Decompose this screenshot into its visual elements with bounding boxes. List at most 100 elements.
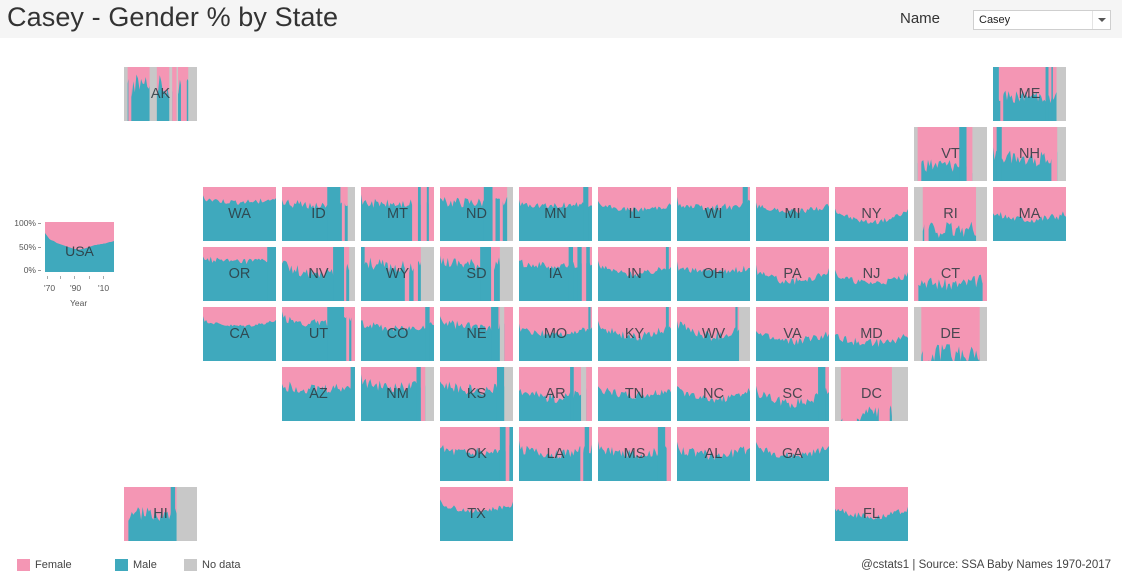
state-tile-il[interactable]: IL xyxy=(598,187,671,241)
state-area-chart xyxy=(835,487,908,541)
state-area-chart xyxy=(677,247,750,301)
state-tile-oh[interactable]: OH xyxy=(677,247,750,301)
state-area-chart xyxy=(756,247,829,301)
state-tile-mn[interactable]: MN xyxy=(519,187,592,241)
state-tile-nv[interactable]: NV xyxy=(282,247,355,301)
state-tile-ga[interactable]: GA xyxy=(756,427,829,481)
female-swatch xyxy=(17,559,30,571)
name-filter-label: Name xyxy=(900,10,941,27)
state-tile-wi[interactable]: WI xyxy=(677,187,750,241)
legend-label: No data xyxy=(202,559,241,571)
state-tile-ca[interactable]: CA xyxy=(203,307,276,361)
state-area-chart xyxy=(203,307,276,361)
state-tile-az[interactable]: AZ xyxy=(282,367,355,421)
state-area-chart xyxy=(835,307,908,361)
state-area-chart xyxy=(440,247,513,301)
state-tile-ma[interactable]: MA xyxy=(993,187,1066,241)
state-tile-ia[interactable]: IA xyxy=(519,247,592,301)
state-tile-or[interactable]: OR xyxy=(203,247,276,301)
x-tick-10: '10 xyxy=(98,283,110,293)
state-area-chart xyxy=(598,187,671,241)
state-area-chart xyxy=(835,367,908,421)
state-tile-sd[interactable]: SD xyxy=(440,247,513,301)
state-area-chart xyxy=(440,367,513,421)
state-tile-nc[interactable]: NC xyxy=(677,367,750,421)
state-tile-ri[interactable]: RI xyxy=(914,187,987,241)
state-area-chart xyxy=(361,247,434,301)
state-tile-dc[interactable]: DC xyxy=(835,367,908,421)
usa-area-chart xyxy=(45,222,114,272)
state-tile-tx[interactable]: TX xyxy=(440,487,513,541)
state-tile-ny[interactable]: NY xyxy=(835,187,908,241)
state-area-chart xyxy=(598,247,671,301)
x-axis-title: Year xyxy=(70,298,88,308)
state-tile-sc[interactable]: SC xyxy=(756,367,829,421)
state-tile-mo[interactable]: MO xyxy=(519,307,592,361)
legend-item-no-data[interactable]: No data xyxy=(184,559,241,571)
state-tile-ar[interactable]: AR xyxy=(519,367,592,421)
state-tile-nj[interactable]: NJ xyxy=(835,247,908,301)
state-area-chart xyxy=(282,367,355,421)
state-tile-ut[interactable]: UT xyxy=(282,307,355,361)
state-area-chart xyxy=(519,367,592,421)
state-area-chart xyxy=(914,187,987,241)
state-area-chart xyxy=(519,427,592,481)
state-tile-me[interactable]: ME xyxy=(993,67,1066,121)
state-tile-va[interactable]: VA xyxy=(756,307,829,361)
state-tile-vt[interactable]: VT xyxy=(914,127,987,181)
usa-reference-chart[interactable]: USA xyxy=(45,222,114,272)
state-area-chart xyxy=(756,427,829,481)
state-area-chart xyxy=(756,307,829,361)
state-area-chart xyxy=(519,187,592,241)
state-tile-md[interactable]: MD xyxy=(835,307,908,361)
state-area-chart xyxy=(361,307,434,361)
name-filter-value: Casey xyxy=(979,14,1011,26)
state-tile-ok[interactable]: OK xyxy=(440,427,513,481)
state-tile-ak[interactable]: AK xyxy=(124,67,197,121)
y-tick-0: 0% xyxy=(0,265,41,275)
state-tile-ct[interactable]: CT xyxy=(914,247,987,301)
state-area-chart xyxy=(677,307,750,361)
state-tile-nm[interactable]: NM xyxy=(361,367,434,421)
usa-label: USA xyxy=(65,243,94,259)
state-tile-wa[interactable]: WA xyxy=(203,187,276,241)
state-area-chart xyxy=(914,247,987,301)
chevron-down-icon[interactable] xyxy=(1092,11,1110,29)
legend-item-female[interactable]: Female xyxy=(17,559,72,571)
state-area-chart xyxy=(203,187,276,241)
state-tile-ne[interactable]: NE xyxy=(440,307,513,361)
state-tile-nd[interactable]: ND xyxy=(440,187,513,241)
state-tile-la[interactable]: LA xyxy=(519,427,592,481)
male-swatch xyxy=(115,559,128,571)
legend-item-male[interactable]: Male xyxy=(115,559,157,571)
state-tile-hi[interactable]: HI xyxy=(124,487,197,541)
state-tile-ms[interactable]: MS xyxy=(598,427,671,481)
page-title: Casey - Gender % by State xyxy=(7,2,339,32)
state-tile-wv[interactable]: WV xyxy=(677,307,750,361)
state-tile-pa[interactable]: PA xyxy=(756,247,829,301)
state-area-chart xyxy=(835,247,908,301)
state-tile-wy[interactable]: WY xyxy=(361,247,434,301)
state-tile-de[interactable]: DE xyxy=(914,307,987,361)
state-tile-in[interactable]: IN xyxy=(598,247,671,301)
name-filter-dropdown[interactable]: Casey xyxy=(973,10,1111,30)
state-tile-mt[interactable]: MT xyxy=(361,187,434,241)
state-tile-tn[interactable]: TN xyxy=(598,367,671,421)
state-area-chart xyxy=(203,247,276,301)
legend-label: Female xyxy=(35,559,72,571)
state-area-chart xyxy=(598,367,671,421)
state-tile-ky[interactable]: KY xyxy=(598,307,671,361)
x-tick-90: '90 xyxy=(70,283,82,293)
state-tile-al[interactable]: AL xyxy=(677,427,750,481)
state-tile-co[interactable]: CO xyxy=(361,307,434,361)
state-area-chart xyxy=(361,367,434,421)
state-tile-mi[interactable]: MI xyxy=(756,187,829,241)
state-tile-id[interactable]: ID xyxy=(282,187,355,241)
no-data-swatch xyxy=(184,559,197,571)
state-tile-fl[interactable]: FL xyxy=(835,487,908,541)
state-tile-ks[interactable]: KS xyxy=(440,367,513,421)
state-area-chart xyxy=(440,487,513,541)
state-area-chart xyxy=(756,367,829,421)
state-tile-nh[interactable]: NH xyxy=(993,127,1066,181)
y-tick-100: 100% xyxy=(0,218,41,228)
